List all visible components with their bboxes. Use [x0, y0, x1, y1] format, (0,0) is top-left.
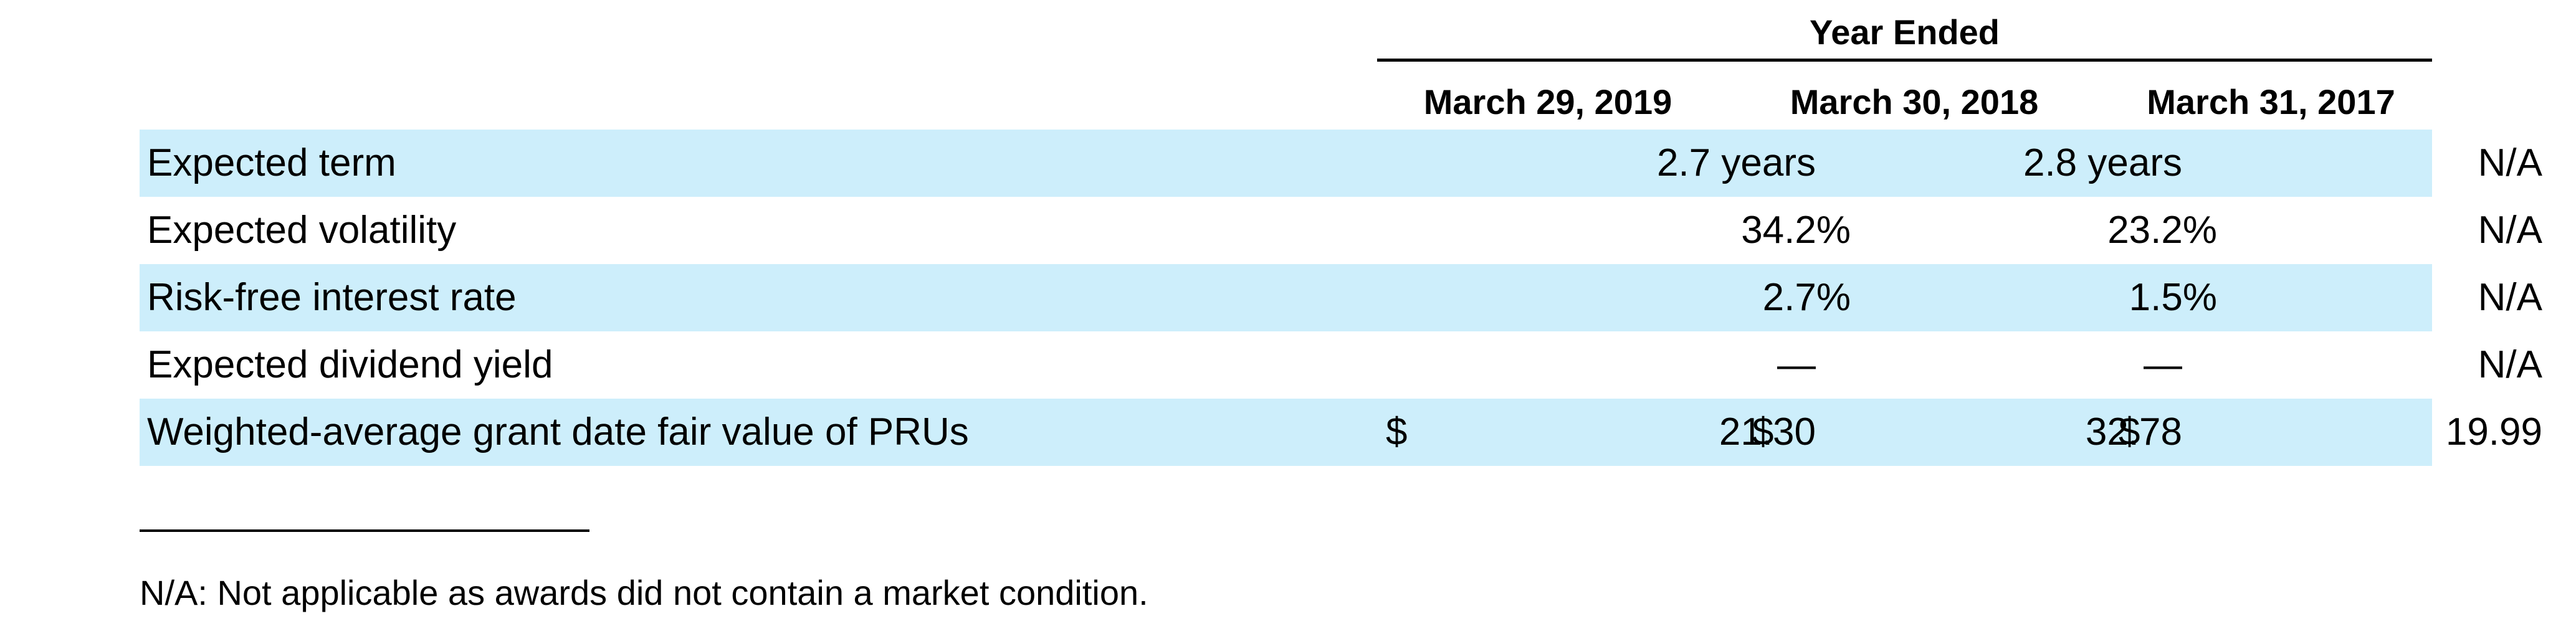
currency-symbol [2119, 264, 2144, 331]
row-label: Expected volatility [147, 209, 457, 252]
footnote: N/A: Not applicable as awards did not co… [140, 573, 1148, 612]
value-2019: 21.30 [1719, 410, 1816, 453]
value-2017: N/A [2478, 209, 2542, 252]
value-2018: 2.8 years [2023, 141, 2182, 184]
currency-symbol [2119, 130, 2144, 197]
currency-symbol [1752, 130, 1777, 197]
currency-symbol [2119, 331, 2144, 399]
column-header-2017: March 31, 2017 [2110, 73, 2432, 133]
currency-symbol [1386, 130, 1411, 197]
table-row-dividend-yield: Expected dividend yield — — N/A [140, 331, 2542, 399]
currency-symbol: $ [1752, 410, 1774, 453]
currency-symbol [1386, 331, 1411, 399]
value-2019: 2.7% [1762, 276, 1851, 319]
currency-symbol [1386, 264, 1411, 331]
currency-symbol: $ [2119, 410, 2140, 453]
table-row-risk-free-rate: Risk-free interest rate 2.7% 1.5% N/A [140, 264, 2542, 331]
currency-symbol [1752, 331, 1777, 399]
value-2018: 23.2% [2107, 209, 2217, 252]
currency-symbol [1386, 197, 1411, 264]
row-label: Expected term [147, 141, 396, 184]
table-row-fair-value-prus: Weighted-average grant date fair value o… [140, 399, 2542, 466]
table-row-expected-term: Expected term 2.7 years 2.8 years N/A [140, 130, 2542, 197]
value-2018: — [2144, 343, 2182, 386]
year-ended-header: Year Ended [1377, 6, 2432, 62]
row-label: Weighted-average grant date fair value o… [147, 410, 969, 453]
currency-symbol: $ [1386, 410, 1408, 453]
value-2019: 2.7 years [1656, 141, 1816, 184]
currency-symbol [2119, 197, 2144, 264]
value-2019: — [1777, 343, 1816, 386]
row-label: Expected dividend yield [147, 343, 553, 386]
value-2019: 34.2% [1741, 209, 1851, 252]
value-2017: 19.99 [2445, 410, 2542, 453]
currency-symbol [1752, 264, 1777, 331]
row-label: Risk-free interest rate [147, 276, 517, 319]
value-2017: N/A [2478, 276, 2542, 319]
column-header-2019: March 29, 2019 [1377, 73, 1719, 133]
value-2017: N/A [2478, 343, 2542, 386]
column-header-2018: March 30, 2018 [1744, 73, 2085, 133]
value-2017: N/A [2478, 141, 2542, 184]
value-2018: 32.78 [2085, 410, 2182, 453]
table-row-expected-volatility: Expected volatility 34.2% 23.2% N/A [140, 197, 2542, 264]
currency-symbol [1752, 197, 1777, 264]
value-2018: 1.5% [2129, 276, 2217, 319]
footnote-divider [140, 529, 589, 532]
